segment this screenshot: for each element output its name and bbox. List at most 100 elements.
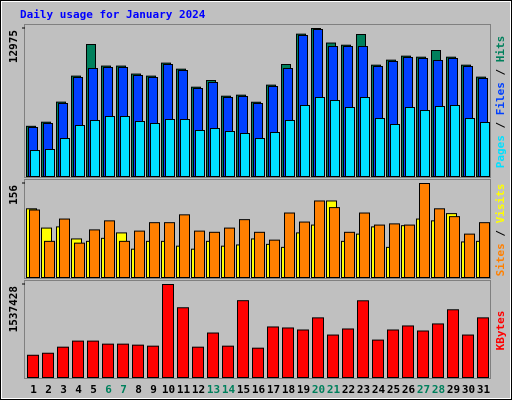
bar — [104, 220, 115, 279]
bar — [480, 122, 490, 177]
bar — [330, 99, 340, 177]
bar — [344, 231, 355, 278]
bar — [30, 150, 40, 177]
bar — [29, 209, 40, 278]
bar — [180, 119, 190, 177]
x-tick-label: 30 — [462, 383, 475, 396]
legend-separator: / — [494, 115, 507, 135]
x-tick-label: 18 — [282, 383, 295, 396]
bar — [75, 125, 85, 178]
bar — [314, 200, 325, 279]
bar — [150, 122, 160, 177]
bar — [329, 207, 340, 279]
bar — [57, 346, 69, 378]
bar — [165, 119, 175, 177]
x-tick-label: 27 — [417, 383, 430, 396]
bar — [74, 242, 85, 278]
x-tick-label: 23 — [357, 383, 370, 396]
x-tick-label: 2 — [45, 383, 52, 396]
legend-separator: / — [494, 62, 507, 82]
bar — [387, 329, 399, 378]
legend: Sites / Visits — [494, 184, 507, 277]
bar — [119, 240, 130, 279]
bar — [120, 116, 130, 177]
bar — [360, 96, 370, 177]
bar — [72, 340, 84, 378]
y-tick-label: 156 — [7, 185, 20, 205]
bar — [179, 214, 190, 278]
bar — [207, 332, 219, 379]
bar — [239, 219, 250, 278]
bar — [465, 117, 475, 177]
x-tick-label: 10 — [162, 383, 175, 396]
x-tick-label: 12 — [192, 383, 205, 396]
bar — [357, 300, 369, 378]
bar — [149, 222, 160, 279]
y-tick-label: 12975 — [7, 30, 20, 63]
bar — [59, 218, 70, 279]
bar — [87, 340, 99, 378]
bar — [254, 231, 265, 278]
x-tick-label: 31 — [477, 383, 491, 396]
bar — [240, 132, 250, 177]
bar — [462, 334, 474, 378]
x-tick-label: 20 — [312, 383, 325, 396]
legend-entry: KBytes — [494, 311, 507, 351]
x-tick-label: 11 — [177, 383, 191, 396]
x-tick-label: 4 — [75, 383, 82, 396]
bar — [105, 116, 115, 177]
bar — [90, 119, 100, 177]
bar — [60, 138, 70, 177]
bar — [42, 352, 54, 378]
legend-entry: Sites — [494, 243, 507, 276]
x-tick-label: 19 — [297, 383, 310, 396]
x-tick-label: 28 — [432, 383, 445, 396]
bar — [405, 107, 415, 177]
bar — [27, 354, 39, 379]
bar — [327, 334, 339, 378]
legend-entry: Pages — [494, 135, 507, 168]
x-tick-label: 14 — [222, 383, 236, 396]
bar — [402, 325, 414, 379]
bar — [285, 119, 295, 177]
bar — [419, 183, 430, 278]
bar — [134, 230, 145, 279]
legend-separator: / — [494, 223, 507, 243]
bar — [432, 323, 444, 378]
bar — [192, 346, 204, 378]
bar — [345, 107, 355, 177]
bar — [282, 327, 294, 378]
bar — [312, 317, 324, 378]
bar — [299, 221, 310, 278]
bar — [450, 104, 460, 177]
bar — [135, 120, 145, 177]
x-tick-label: 15 — [237, 383, 250, 396]
bar — [420, 110, 430, 177]
x-tick-label: 24 — [372, 383, 386, 396]
bar — [117, 343, 129, 379]
bar — [132, 344, 144, 378]
bar — [449, 216, 460, 278]
bar — [267, 326, 279, 379]
bar — [237, 300, 249, 378]
bar — [162, 284, 174, 378]
x-tick-label: 7 — [120, 383, 127, 396]
bar — [194, 230, 205, 279]
bar — [89, 229, 100, 278]
x-tick-label: 8 — [135, 383, 142, 396]
bar — [270, 132, 280, 177]
bar — [284, 212, 295, 278]
x-tick-label: 5 — [90, 383, 97, 396]
bar — [255, 138, 265, 177]
legend-entry: Visits — [494, 184, 507, 224]
bar — [372, 339, 384, 378]
bar — [435, 105, 445, 177]
bar — [102, 343, 114, 379]
bar — [164, 222, 175, 279]
x-tick-label: 17 — [267, 383, 280, 396]
x-tick-label: 25 — [387, 383, 400, 396]
legend-entry: Hits — [494, 36, 507, 63]
x-tick-label: 1 — [30, 383, 37, 396]
